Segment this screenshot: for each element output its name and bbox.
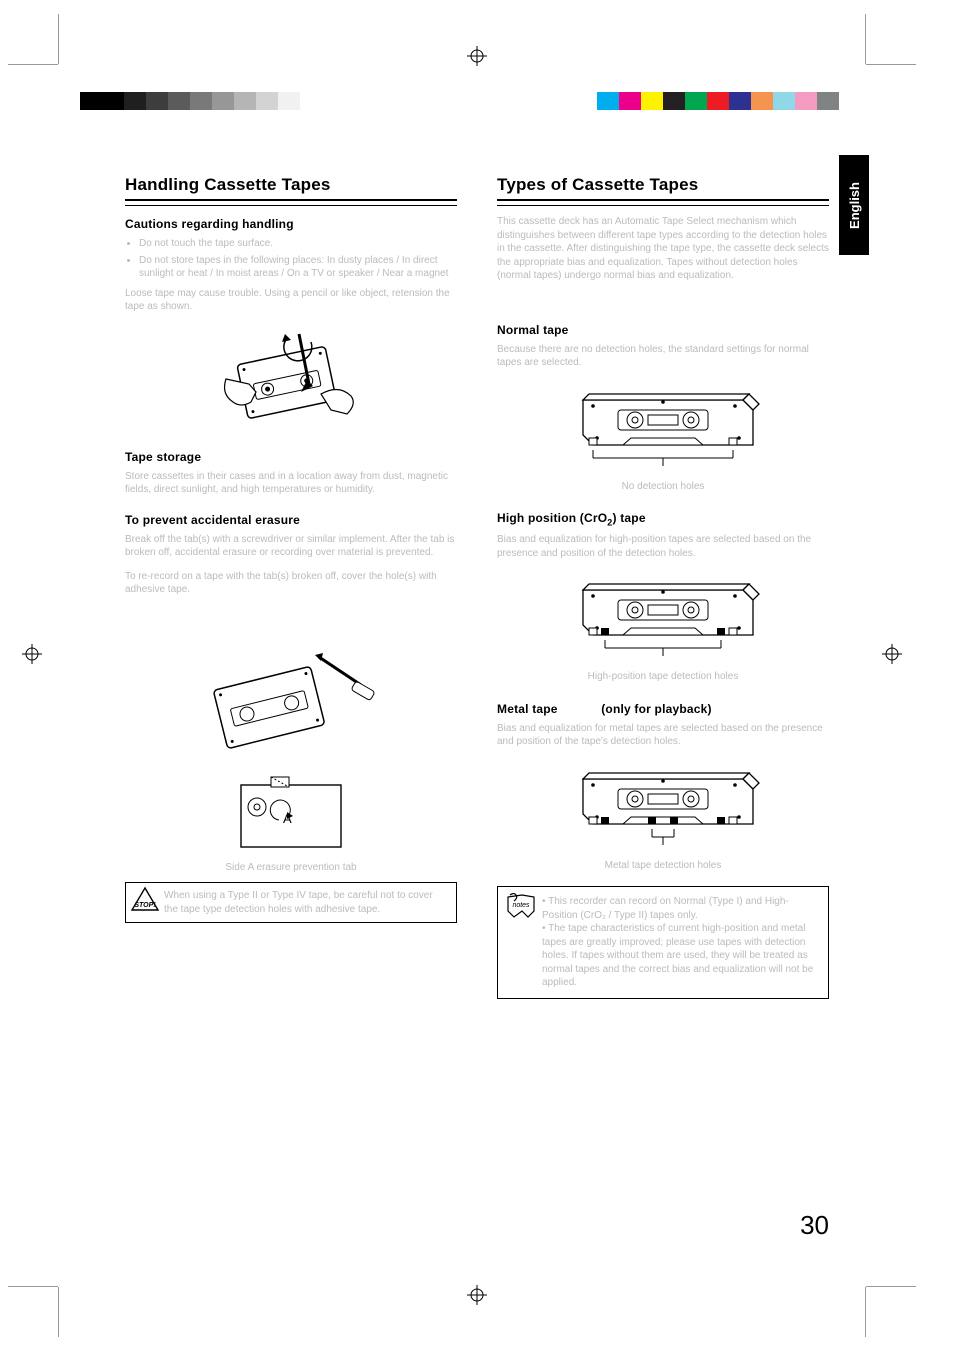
crop-mark xyxy=(58,1287,59,1337)
subhead-erasure: To prevent accidental erasure xyxy=(125,513,457,527)
svg-text:STOP!: STOP! xyxy=(134,902,156,909)
normal-cassette-diagram xyxy=(563,380,763,470)
high-h-pre: High position (CrO xyxy=(497,511,607,525)
normal-tape-text: Because there are no detection holes, th… xyxy=(497,343,829,370)
registration-mark-icon xyxy=(882,644,902,664)
left-column: Handling Cassette Tapes Cautions regardi… xyxy=(125,175,457,999)
color-calibration-bar xyxy=(597,92,839,110)
high-tape-text: Bias and equalization for high-position … xyxy=(497,533,829,560)
stop-warning-box: STOP! When using a Type II or Type IV ta… xyxy=(125,882,457,923)
subhead-normal-tape: Normal tape xyxy=(497,323,829,337)
high-cassette-label: High-position tape detection holes xyxy=(497,670,829,684)
section-title-handling: Handling Cassette Tapes xyxy=(125,175,457,201)
stop-warning-text: When using a Type II or Type IV tape, be… xyxy=(164,889,448,916)
notes-icon: notes xyxy=(504,893,538,921)
metal-h: Metal tape xyxy=(497,702,558,716)
page-number: 30 xyxy=(800,1210,829,1241)
grayscale-calibration-bar xyxy=(80,92,300,110)
crop-mark xyxy=(8,1286,58,1287)
high-h-post: ) tape xyxy=(612,511,645,525)
tab-closeup-diagram: A xyxy=(221,767,361,857)
subhead-storage: Tape storage xyxy=(125,450,457,464)
metal-tape-text: Bias and equalization for metal tapes ar… xyxy=(497,722,829,749)
storage-text: Store cassettes in their cases and in a … xyxy=(125,470,457,497)
registration-mark-icon xyxy=(22,644,42,664)
high-cassette-diagram xyxy=(563,570,763,660)
subhead-cautions: Cautions regarding handling xyxy=(125,217,457,231)
crop-mark xyxy=(865,1287,866,1337)
crop-mark xyxy=(865,14,866,64)
metal-cassette-diagram xyxy=(563,759,763,849)
section-title-types: Types of Cassette Tapes xyxy=(497,175,829,201)
svg-text:notes: notes xyxy=(512,902,530,909)
notes-text: • This recorder can record on Normal (Ty… xyxy=(542,895,820,990)
notes-box: notes • This recorder can record on Norm… xyxy=(497,886,829,999)
subhead-metal-tape: Metal tape (only for playback) xyxy=(497,702,829,716)
erasure-text-2: To re-record on a tape with the tab(s) b… xyxy=(125,570,457,597)
registration-mark-icon xyxy=(467,46,487,66)
print-marks-top xyxy=(0,44,954,84)
types-intro-text: This cassette deck has an Automatic Tape… xyxy=(497,215,829,283)
subhead-high-position: High position (CrO2) tape xyxy=(497,511,829,527)
crop-mark xyxy=(8,64,58,65)
page-content: English Handling Cassette Tapes Cautions… xyxy=(125,175,829,1231)
language-tab: English xyxy=(839,155,869,255)
metal-h-note: (only for playback) xyxy=(601,702,712,716)
tab-break-diagram xyxy=(201,647,381,757)
normal-cassette-label: No detection holes xyxy=(497,480,829,494)
pencil-winding-diagram xyxy=(211,324,371,434)
crop-mark xyxy=(866,64,916,65)
print-marks-bottom xyxy=(0,1267,954,1307)
crop-mark xyxy=(58,14,59,64)
stop-icon: STOP! xyxy=(130,886,160,912)
language-tab-label: English xyxy=(847,182,862,229)
registration-mark-icon xyxy=(467,1285,487,1305)
tab-diagram-label: Side A erasure prevention tab xyxy=(125,861,457,875)
right-column: Types of Cassette Tapes This cassette de… xyxy=(497,175,829,999)
cautions-list: Do not touch the tape surface.Do not sto… xyxy=(125,237,457,281)
retension-text: Loose tape may cause trouble. Using a pe… xyxy=(125,287,457,314)
crop-mark xyxy=(866,1286,916,1287)
metal-cassette-label: Metal tape detection holes xyxy=(497,859,829,873)
erasure-text-1: Break off the tab(s) with a screwdriver … xyxy=(125,533,457,560)
